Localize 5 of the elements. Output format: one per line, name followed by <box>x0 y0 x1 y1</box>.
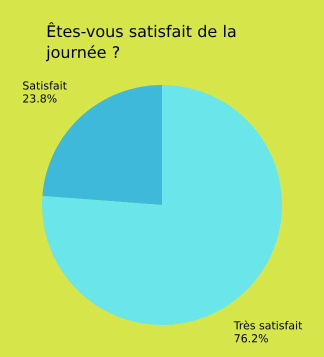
data-label: 23.8% <box>23 94 57 103</box>
slice-label: Très satisfait <box>234 320 302 330</box>
data-label: 76.2% <box>234 334 268 342</box>
chart-title: Êtes-vous satisfait de la journée ? <box>46 22 236 62</box>
slice-label: Satisfait <box>23 81 67 90</box>
